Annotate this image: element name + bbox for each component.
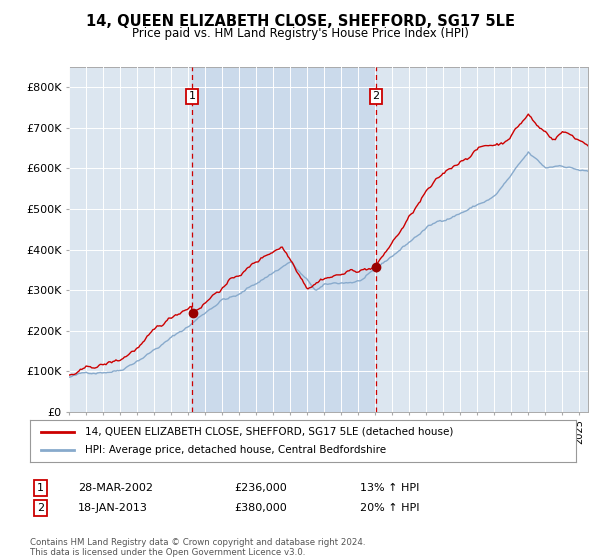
Text: 20% ↑ HPI: 20% ↑ HPI [360, 503, 419, 513]
Text: Contains HM Land Registry data © Crown copyright and database right 2024.
This d: Contains HM Land Registry data © Crown c… [30, 538, 365, 557]
Text: 1: 1 [188, 91, 196, 101]
Text: 14, QUEEN ELIZABETH CLOSE, SHEFFORD, SG17 5LE (detached house): 14, QUEEN ELIZABETH CLOSE, SHEFFORD, SG1… [85, 427, 453, 437]
Text: 14, QUEEN ELIZABETH CLOSE, SHEFFORD, SG17 5LE: 14, QUEEN ELIZABETH CLOSE, SHEFFORD, SG1… [86, 14, 515, 29]
Text: Price paid vs. HM Land Registry's House Price Index (HPI): Price paid vs. HM Land Registry's House … [131, 27, 469, 40]
Text: 2: 2 [37, 503, 44, 513]
Text: 13% ↑ HPI: 13% ↑ HPI [360, 483, 419, 493]
Bar [192, 67, 376, 412]
Text: £236,000: £236,000 [234, 483, 287, 493]
Text: HPI: Average price, detached house, Central Bedfordshire: HPI: Average price, detached house, Cent… [85, 445, 386, 455]
Text: £380,000: £380,000 [234, 503, 287, 513]
Text: 2: 2 [373, 91, 380, 101]
Text: 1: 1 [37, 483, 44, 493]
Text: 28-MAR-2002: 28-MAR-2002 [78, 483, 153, 493]
Text: 18-JAN-2013: 18-JAN-2013 [78, 503, 148, 513]
